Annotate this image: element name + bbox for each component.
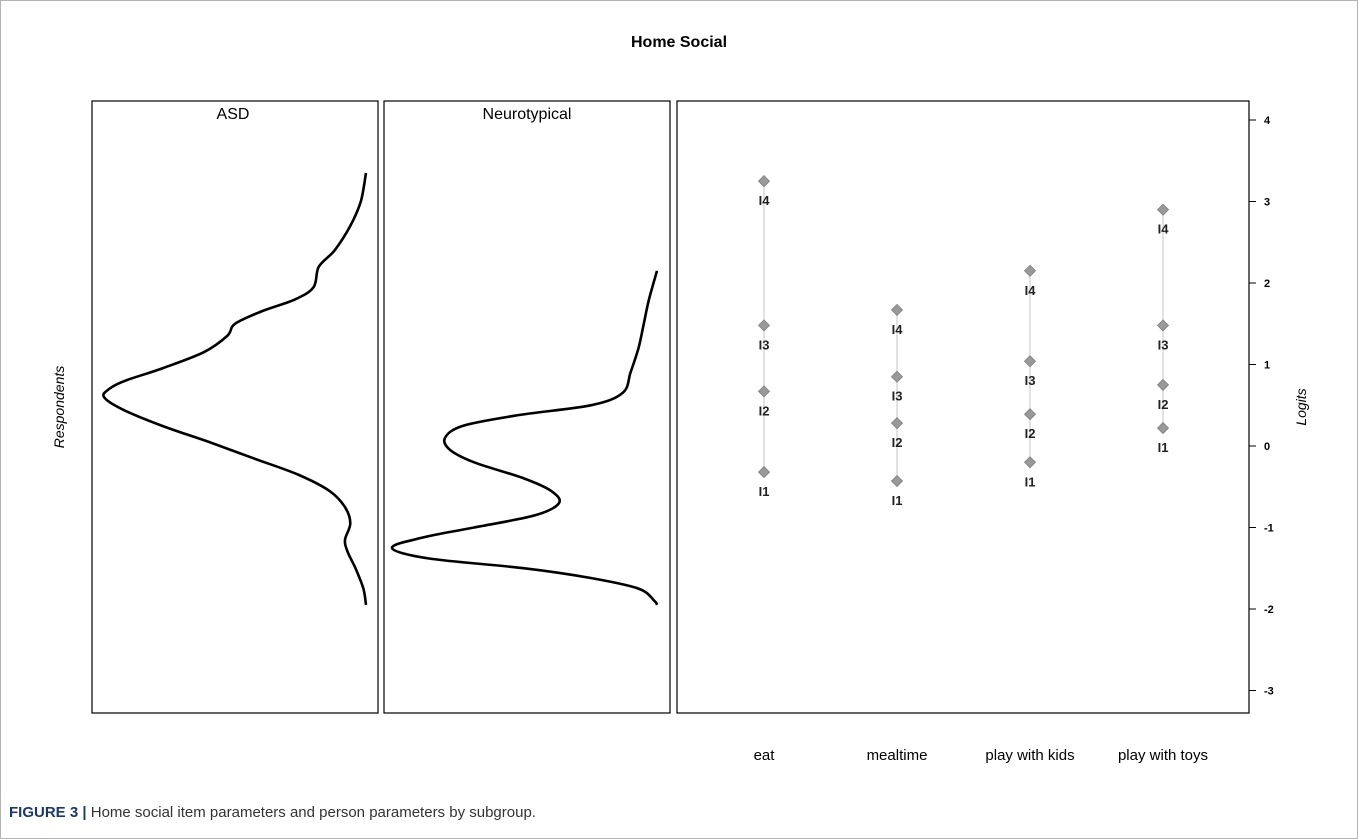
figure-caption: FIGURE 3 | Home social item parameters a… [9, 804, 536, 821]
threshold-label-0-3: I4 [759, 193, 771, 208]
threshold-marker-1-1 [890, 417, 904, 430]
threshold-label-2-0: I1 [1025, 474, 1036, 489]
y-tick-label-6: -2 [1264, 604, 1274, 616]
y-tick-label-4: 0 [1264, 441, 1270, 453]
threshold-marker-3-0 [1156, 422, 1170, 435]
threshold-marker-3-2 [1156, 319, 1170, 332]
caption-text: Home social item parameters and person p… [90, 804, 536, 821]
y-tick-label-3: 1 [1264, 360, 1270, 372]
category-label-3: play with toys [1118, 747, 1208, 764]
density-curves [102, 172, 659, 606]
threshold-label-3-0: I1 [1158, 440, 1169, 455]
threshold-label-1-3: I4 [892, 322, 904, 337]
density-curve-neurotypical [390, 270, 659, 606]
y-tick-label-0: 4 [1264, 115, 1271, 127]
caption-label: FIGURE 3 [9, 804, 79, 821]
threshold-label-1-1: I2 [892, 435, 903, 450]
threshold-label-2-2: I3 [1025, 373, 1036, 388]
y-tick-label-2: 2 [1264, 278, 1270, 290]
threshold-label-1-0: I1 [892, 493, 903, 508]
category-label-0: eat [754, 747, 776, 764]
threshold-marker-2-2 [1023, 355, 1037, 368]
item-map-panel-frame [676, 100, 1250, 714]
y-tick-label-7: -3 [1264, 686, 1274, 698]
neurotypical-panel-frame [383, 100, 671, 714]
threshold-marker-1-2 [890, 370, 904, 383]
item-range-lines [763, 181, 1164, 482]
threshold-marker-2-0 [1023, 456, 1037, 469]
neurotypical-panel-title: Neurotypical [483, 106, 572, 123]
caption-separator: | [82, 804, 87, 821]
respondents-axis-label: Respondents [51, 366, 67, 449]
category-label-2: play with kids [985, 747, 1074, 764]
threshold-marker-2-1 [1023, 408, 1037, 421]
threshold-marker-2-3 [1023, 264, 1037, 277]
threshold-marker-0-3 [757, 175, 771, 188]
threshold-marker-3-1 [1156, 378, 1170, 391]
threshold-label-2-3: I4 [1025, 283, 1037, 298]
item-category-labels: eat mealtime play with kids play with toys [754, 747, 1208, 764]
threshold-marker-0-1 [757, 385, 771, 398]
logits-axis: 4 3 2 1 0 -1 -2 -3 [1249, 115, 1274, 698]
asd-panel-title: ASD [217, 106, 250, 123]
threshold-label-3-1: I2 [1158, 397, 1169, 412]
threshold-label-0-1: I2 [759, 403, 770, 418]
density-curve-asd [102, 172, 368, 606]
asd-panel-frame [91, 100, 379, 714]
chart-title: Home Social [631, 34, 727, 51]
threshold-marker-1-0 [890, 474, 904, 488]
y-tick-label-1: 3 [1264, 197, 1270, 209]
threshold-marker-1-3 [890, 303, 904, 316]
threshold-markers: I1 I2 I3 I4 I1 I2 I3 I4 I1 I2 I3 I4 I1 I2 I3 I4 [757, 175, 1170, 508]
threshold-label-1-2: I3 [892, 389, 903, 404]
threshold-marker-0-2 [757, 319, 771, 332]
threshold-label-3-3: I4 [1158, 222, 1170, 237]
threshold-label-0-0: I1 [759, 484, 770, 499]
logits-axis-label: Logits [1293, 388, 1309, 425]
threshold-label-0-2: I3 [759, 337, 770, 352]
threshold-label-2-1: I2 [1025, 426, 1036, 441]
threshold-marker-3-3 [1156, 203, 1170, 216]
threshold-label-3-2: I3 [1158, 337, 1169, 352]
threshold-marker-0-0 [757, 466, 771, 479]
y-tick-label-5: -1 [1264, 523, 1274, 535]
category-label-1: mealtime [867, 747, 928, 764]
